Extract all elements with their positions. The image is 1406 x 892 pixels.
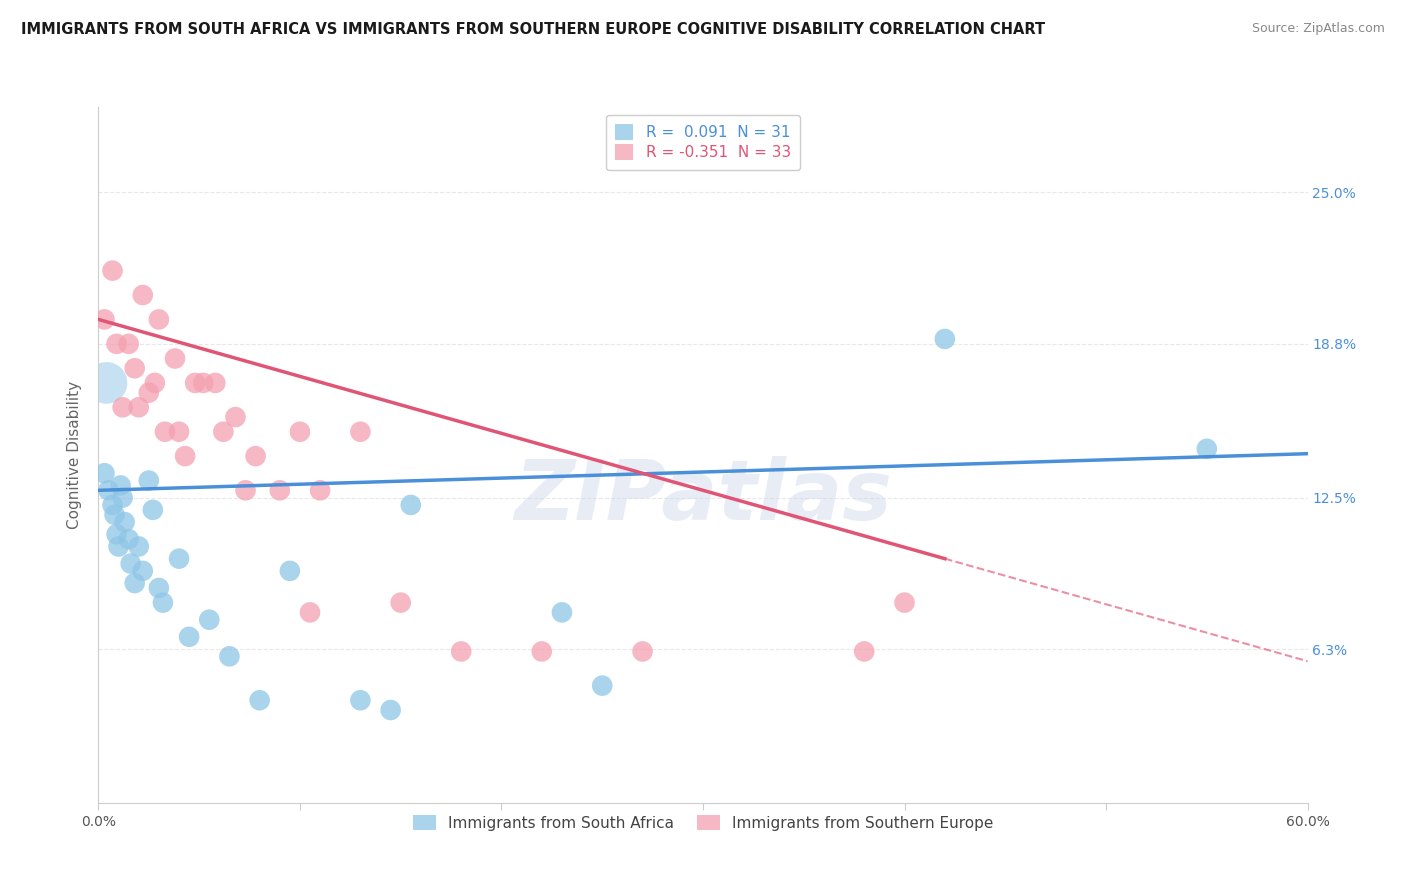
Point	[142, 503, 165, 517]
Point	[132, 564, 155, 578]
Point	[152, 596, 174, 610]
Point	[114, 515, 136, 529]
Point	[105, 527, 128, 541]
Point	[111, 491, 134, 505]
Point	[184, 376, 207, 390]
Point	[399, 498, 422, 512]
Legend: Immigrants from South Africa, Immigrants from Southern Europe: Immigrants from South Africa, Immigrants…	[406, 809, 1000, 837]
Point	[93, 467, 115, 481]
Point	[118, 532, 141, 546]
Text: Source: ZipAtlas.com: Source: ZipAtlas.com	[1251, 22, 1385, 36]
Point	[288, 425, 311, 439]
Point	[138, 474, 160, 488]
Point	[148, 312, 170, 326]
Point	[132, 288, 155, 302]
Point	[128, 540, 150, 554]
Point	[349, 693, 371, 707]
Point	[138, 385, 160, 400]
Point	[101, 498, 124, 512]
Point	[174, 449, 197, 463]
Point	[245, 449, 267, 463]
Point	[269, 483, 291, 498]
Point	[153, 425, 176, 439]
Point	[631, 644, 654, 658]
Text: IMMIGRANTS FROM SOUTH AFRICA VS IMMIGRANTS FROM SOUTHERN EUROPE COGNITIVE DISABI: IMMIGRANTS FROM SOUTH AFRICA VS IMMIGRAN…	[21, 22, 1045, 37]
Point	[934, 332, 956, 346]
Point	[179, 630, 201, 644]
Point	[530, 644, 553, 658]
Point	[163, 351, 186, 366]
Point	[101, 263, 124, 277]
Point	[128, 401, 150, 415]
Point	[224, 410, 246, 425]
Point	[105, 336, 128, 351]
Point	[299, 606, 322, 620]
Point	[111, 401, 134, 415]
Point	[249, 693, 271, 707]
Point	[124, 361, 146, 376]
Y-axis label: Cognitive Disability: Cognitive Disability	[67, 381, 83, 529]
Point	[97, 483, 120, 498]
Point	[204, 376, 226, 390]
Point	[389, 596, 412, 610]
Point	[96, 376, 118, 390]
Point	[380, 703, 402, 717]
Point	[148, 581, 170, 595]
Point	[591, 679, 613, 693]
Point	[551, 606, 574, 620]
Point	[198, 613, 221, 627]
Point	[309, 483, 332, 498]
Point	[120, 557, 142, 571]
Text: ZIPatlas: ZIPatlas	[515, 456, 891, 537]
Point	[235, 483, 257, 498]
Point	[193, 376, 215, 390]
Point	[853, 644, 876, 658]
Point	[349, 425, 371, 439]
Point	[124, 576, 146, 591]
Point	[893, 596, 915, 610]
Point	[278, 564, 301, 578]
Point	[143, 376, 166, 390]
Point	[167, 425, 190, 439]
Point	[450, 644, 472, 658]
Point	[167, 551, 190, 566]
Point	[1195, 442, 1218, 456]
Point	[93, 312, 115, 326]
Point	[118, 336, 141, 351]
Point	[103, 508, 125, 522]
Point	[107, 540, 129, 554]
Point	[110, 478, 132, 492]
Point	[218, 649, 240, 664]
Point	[212, 425, 235, 439]
